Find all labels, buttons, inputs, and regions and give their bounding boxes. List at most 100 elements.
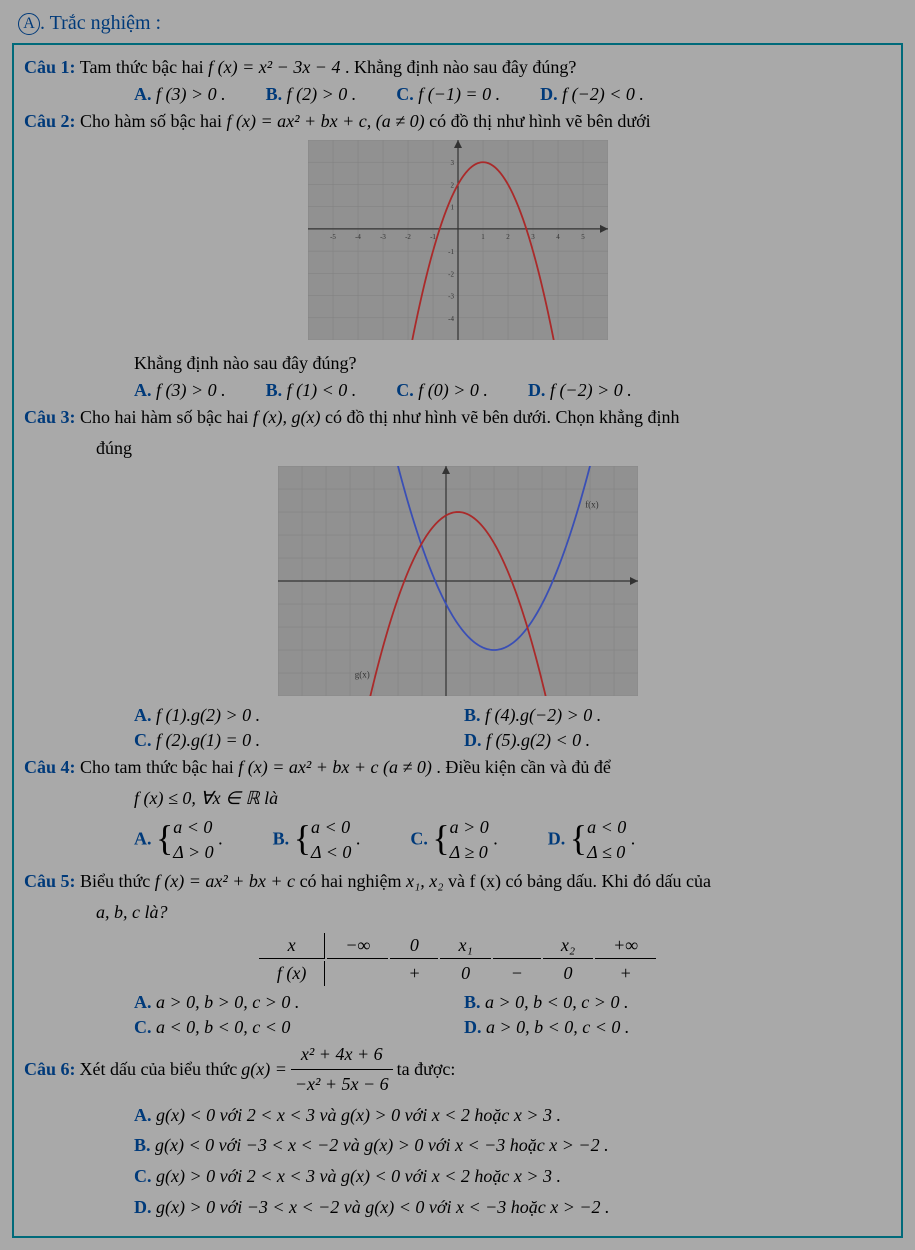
q4-C2: Δ ≥ 0: [450, 840, 489, 865]
q3-B: f (4).g(−2) > 0 .: [485, 705, 601, 725]
q5-sign-table-wrap: x −∞ 0 x₁ x₂ +∞ f (x) + 0 − 0 +: [24, 931, 891, 988]
q1-formula: f (x) = x² − 3x − 4: [208, 57, 340, 77]
q1-B: f (2) > 0 .: [287, 84, 357, 104]
q5-text-post2: a, b, c là?: [24, 898, 891, 927]
q6-text-post: ta được:: [397, 1055, 456, 1084]
svg-text:-3: -3: [380, 233, 386, 241]
q2-label: Câu 2:: [24, 111, 76, 131]
q2-text-pre: Cho hàm số bậc hai: [80, 111, 226, 131]
st-x2: 0: [390, 933, 438, 959]
q2-prompt: Khẳng định nào sau đây đúng?: [24, 349, 891, 378]
q4-B2: Δ < 0: [311, 840, 351, 865]
q4-D2: Δ ≤ 0: [587, 840, 626, 865]
svg-text:g(x): g(x): [354, 670, 369, 680]
q5-A: a > 0, b > 0, c > 0 .: [156, 992, 299, 1012]
st-x6: +∞: [595, 933, 656, 959]
q6-C: g(x) > 0 với 2 < x < 3 và g(x) < 0 với x…: [156, 1166, 561, 1186]
svg-text:3: 3: [450, 159, 454, 167]
section-header: A. Trắc nghiệm :: [18, 12, 903, 35]
q2-chart: -5-4-3-2-112345-4-3-2-1123: [308, 140, 608, 340]
svg-text:2: 2: [450, 181, 454, 189]
q2-line: Câu 2: Cho hàm số bậc hai f (x) = ax² + …: [24, 107, 891, 136]
q5-text-post: và f (x) có bảng dấu. Khi đó dấu của: [448, 871, 711, 891]
q4-A2: Δ > 0: [173, 840, 213, 865]
svg-text:-4: -4: [448, 315, 454, 323]
q2-D: f (−2) > 0 .: [550, 380, 632, 400]
q2-text-post: có đồ thị như hình vẽ bên dưới: [429, 111, 651, 131]
q6-A: g(x) < 0 với 2 < x < 3 và g(x) > 0 với x…: [156, 1105, 561, 1125]
q3-chart: f(x)g(x): [278, 466, 638, 696]
st-f: f (x): [259, 961, 325, 986]
q5-B: a > 0, b < 0, c > 0 .: [485, 992, 628, 1012]
st-x3: x₁: [440, 933, 490, 959]
q4-cond: f (x) ≤ 0, ∀x ∈ ℝ là: [24, 784, 891, 813]
q2-C: f (0) > 0 .: [418, 380, 488, 400]
q2-B: f (1) < 0 .: [287, 380, 357, 400]
q2-A: f (3) > 0 .: [156, 380, 226, 400]
svg-text:-5: -5: [330, 233, 336, 241]
q6-B: g(x) < 0 với −3 < x < −2 và g(x) > 0 với…: [155, 1135, 609, 1155]
q1-line: Câu 1: Tam thức bậc hai f (x) = x² − 3x …: [24, 53, 891, 82]
q5-options: A. a > 0, b > 0, c > 0 . B. a > 0, b < 0…: [24, 992, 891, 1038]
content-box: Câu 1: Tam thức bậc hai f (x) = x² − 3x …: [12, 43, 903, 1237]
svg-text:-3: -3: [448, 293, 454, 301]
st-f1: [327, 961, 388, 986]
q4-formula: f (x) = ax² + bx + c (a ≠ 0): [238, 757, 432, 777]
svg-text:3: 3: [531, 233, 535, 241]
q1-options: A. f (3) > 0 . B. f (2) > 0 . C. f (−1) …: [24, 84, 891, 105]
q3-label: Câu 3:: [24, 407, 76, 427]
q3-text-post: có đồ thị như hình vẽ bên dưới. Chọn khẳ…: [325, 407, 680, 427]
q3-A: f (1).g(2) > 0 .: [156, 705, 260, 725]
q1-A: f (3) > 0 .: [156, 84, 226, 104]
q6-gx: g(x) =: [241, 1055, 287, 1084]
svg-text:5: 5: [581, 233, 585, 241]
q3-C: f (2).g(1) = 0 .: [156, 730, 260, 750]
svg-text:-4: -4: [355, 233, 361, 241]
q3-D: f (5).g(2) < 0 .: [486, 730, 590, 750]
q4-text-post: . Điều kiện cần và đủ để: [436, 757, 610, 777]
svg-text:-2: -2: [448, 270, 454, 278]
q1-C: f (−1) = 0 .: [418, 84, 500, 104]
q5-roots: x₁, x₂: [406, 871, 444, 891]
section-title: . Trắc nghiệm :: [40, 12, 161, 34]
svg-text:-2: -2: [405, 233, 411, 241]
q1-D: f (−2) < 0 .: [562, 84, 644, 104]
q4-label: Câu 4:: [24, 757, 76, 777]
q3-text-pre: Cho hai hàm số bậc hai: [80, 407, 253, 427]
st-f4: −: [493, 961, 541, 986]
st-f3: 0: [440, 961, 490, 986]
svg-text:4: 4: [556, 233, 560, 241]
q1-text-pre: Tam thức bậc hai: [80, 57, 208, 77]
q5-sign-table: x −∞ 0 x₁ x₂ +∞ f (x) + 0 − 0 +: [257, 931, 658, 988]
q2-formula: f (x) = ax² + bx + c, (a ≠ 0): [227, 111, 425, 131]
q4-A1: a < 0: [173, 815, 213, 840]
q2-options: A. f (3) > 0 . B. f (1) < 0 . C. f (0) >…: [24, 380, 891, 401]
q1-text-post: . Khẳng định nào sau đây đúng?: [345, 57, 576, 77]
svg-text:-1: -1: [448, 248, 454, 256]
q6-den: −x² + 5x − 6: [291, 1070, 393, 1099]
q5-label: Câu 5:: [24, 871, 76, 891]
svg-text:1: 1: [481, 233, 485, 241]
q4-D1: a < 0: [587, 815, 626, 840]
q4-options: A. {a < 0Δ > 0 . B. {a < 0Δ < 0 . C. {a …: [24, 815, 891, 865]
st-x1: −∞: [327, 933, 388, 959]
q5-D: a > 0, b < 0, c < 0 .: [486, 1017, 629, 1037]
q6-num: x² + 4x + 6: [291, 1040, 393, 1070]
q6-line: Câu 6: Xét dấu của biểu thức g(x) = x² +…: [24, 1040, 891, 1099]
svg-text:2: 2: [506, 233, 510, 241]
st-x: x: [259, 933, 325, 959]
q6-label: Câu 6:: [24, 1055, 76, 1084]
q5-text-pre: Biểu thức: [80, 871, 155, 891]
q3-text-post2: đúng: [24, 434, 891, 463]
q1-label: Câu 1:: [24, 57, 76, 77]
q6-fraction: x² + 4x + 6 −x² + 5x − 6: [291, 1040, 393, 1099]
q3-formula: f (x), g(x): [253, 407, 320, 427]
st-f2: +: [390, 961, 438, 986]
st-f5: 0: [543, 961, 593, 986]
q4-line: Câu 4: Cho tam thức bậc hai f (x) = ax² …: [24, 753, 891, 782]
q3-options: A. f (1).g(2) > 0 . B. f (4).g(−2) > 0 .…: [24, 705, 891, 751]
q5-line: Câu 5: Biểu thức f (x) = ax² + bx + c có…: [24, 867, 891, 896]
q4-C1: a > 0: [450, 815, 489, 840]
q4-text-pre: Cho tam thức bậc hai: [80, 757, 238, 777]
q3-chart-wrap: f(x)g(x): [24, 466, 891, 701]
